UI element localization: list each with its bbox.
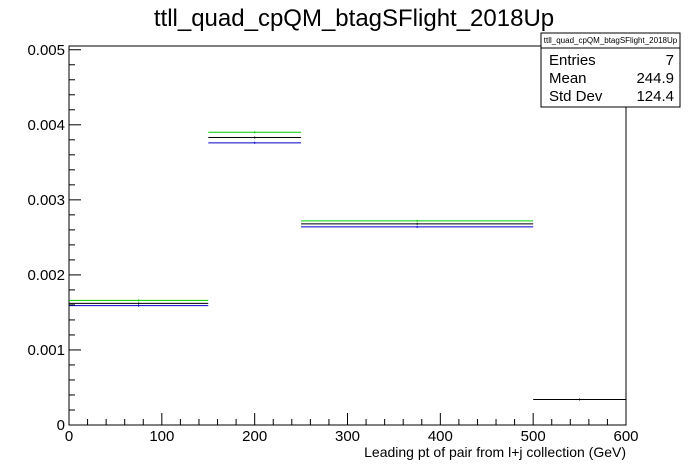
x-tick-label: 500	[521, 428, 546, 445]
x-axis: 0 100 200 300 400 500 600	[65, 413, 639, 445]
y-tick-label: 0.004	[27, 117, 65, 134]
x-tick-label: 100	[149, 428, 174, 445]
x-tick-label: 300	[335, 428, 360, 445]
y-tick-label: 0.001	[27, 342, 65, 359]
stats-mean-value: 244.9	[636, 70, 674, 87]
x-tick-label: 400	[428, 428, 453, 445]
stats-entries-label: Entries	[549, 52, 596, 69]
stats-box-title: ttll_quad_cpQM_btagSFlight_2018Up	[544, 36, 678, 45]
x-tick-label: 200	[242, 428, 267, 445]
x-axis-label: Leading pt of pair from l+j collection (…	[364, 444, 626, 460]
y-tick-label: 0	[57, 417, 65, 434]
y-tick-label: 0.003	[27, 192, 65, 209]
x-tick-label: 0	[65, 428, 73, 445]
stats-stddev-label: Std Dev	[549, 88, 603, 105]
stats-stddev-value: 124.4	[636, 88, 674, 105]
stats-box-frame	[540, 32, 681, 108]
y-tick-label: 0.002	[27, 267, 65, 284]
x-tick-label: 600	[613, 428, 638, 445]
stats-box: ttll_quad_cpQM_btagSFlight_2018Up Entrie…	[540, 32, 681, 108]
stats-mean-label: Mean	[549, 70, 587, 87]
histogram-bars	[69, 131, 626, 401]
y-tick-label: 0.005	[27, 42, 65, 59]
y-axis: 0 0.001 0.002 0.003 0.004 0.005	[27, 42, 81, 434]
stats-entries-value: 7	[666, 52, 674, 69]
chart-title: ttll_quad_cpQM_btagSFlight_2018Up	[154, 5, 554, 32]
